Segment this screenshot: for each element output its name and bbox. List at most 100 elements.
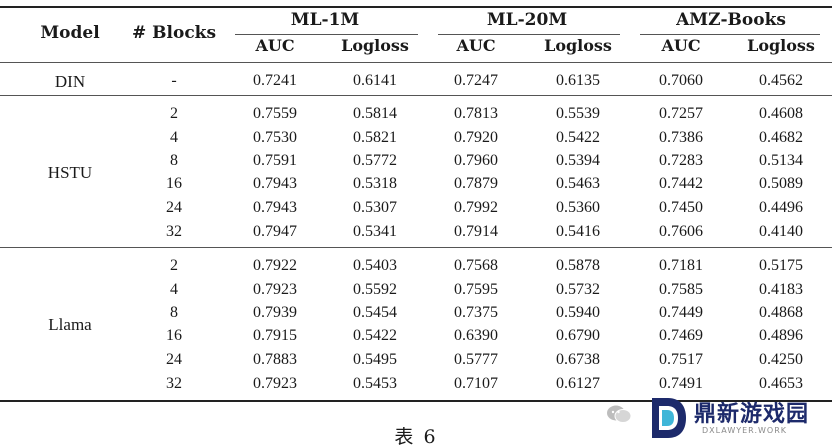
value-cell: 0.7606 [659,223,703,240]
blocks-cell: 2 [170,105,178,122]
value-cell: 0.7883 [253,351,297,368]
value-cell: 0.7469 [659,327,703,344]
blocks-cell: 4 [170,281,178,298]
watermark: 鼎新游戏园 DXLAWYER.WORK [606,394,828,444]
value-cell: 0.7060 [659,72,703,89]
value-cell: 0.5134 [759,152,803,169]
value-cell: 0.5772 [353,152,397,169]
value-cell: 0.7922 [253,257,297,274]
value-cell: 0.6127 [556,375,600,392]
blocks-cell: 4 [170,129,178,146]
value-cell: 0.5821 [353,129,397,146]
dataset-underline [640,34,820,35]
value-cell: 0.6738 [556,351,600,368]
value-cell: 0.6141 [353,72,397,89]
blocks-cell: 8 [170,304,178,321]
blocks-cell: 2 [170,257,178,274]
value-cell: 0.7923 [253,281,297,298]
value-cell: 0.7530 [253,129,297,146]
value-cell: 0.7923 [253,375,297,392]
value-cell: 0.7283 [659,152,703,169]
value-cell: 0.7879 [454,175,498,192]
header-dataset: ML-1M [290,10,360,30]
value-cell: 0.4682 [759,129,803,146]
value-cell: 0.5422 [556,129,600,146]
header-metric: AUC [255,36,295,55]
value-cell: 0.4896 [759,327,803,344]
top-rule [0,6,832,8]
value-cell: 0.4653 [759,375,803,392]
value-cell: 0.7241 [253,72,297,89]
dx-logo-icon [652,398,686,438]
value-cell: 0.7960 [454,152,498,169]
value-cell: 0.7181 [659,257,703,274]
group-separator [0,247,832,248]
model-name: Llama [48,315,92,334]
value-cell: 0.7992 [454,199,498,216]
watermark-domain: DXLAWYER.WORK [702,426,787,435]
model-name: DIN [54,72,86,91]
value-cell: 0.7247 [454,72,498,89]
value-cell: 0.4608 [759,105,803,122]
value-cell: 0.6790 [556,327,600,344]
model-name: HSTU [47,163,93,182]
value-cell: 0.4496 [759,199,803,216]
header-dataset: ML-20M [486,10,568,30]
value-cell: 0.4250 [759,351,803,368]
value-cell: 0.7257 [659,105,703,122]
value-cell: 0.7375 [454,304,498,321]
value-cell: 0.7914 [454,223,498,240]
value-cell: 0.5422 [353,327,397,344]
value-cell: 0.5454 [353,304,397,321]
value-cell: 0.5360 [556,199,600,216]
blocks-cell: 8 [170,152,178,169]
value-cell: 0.7585 [659,281,703,298]
value-cell: 0.4868 [759,304,803,321]
group-separator [0,95,832,96]
value-cell: 0.7813 [454,105,498,122]
value-cell: 0.5394 [556,152,600,169]
value-cell: 0.7568 [454,257,498,274]
header-metric: AUC [456,36,496,55]
value-cell: 0.7386 [659,129,703,146]
header-metric: Logloss [544,36,612,55]
value-cell: 0.5463 [556,175,600,192]
value-cell: 0.7450 [659,199,703,216]
header-metric: AUC [661,36,701,55]
value-cell: 0.7947 [253,223,297,240]
header-metric: Logloss [341,36,409,55]
blocks-cell: 16 [166,327,182,344]
value-cell: 0.6135 [556,72,600,89]
blocks-cell: 16 [166,175,182,192]
bottom-rule [0,400,832,402]
value-cell: 0.7517 [659,351,703,368]
value-cell: 0.7915 [253,327,297,344]
value-cell: 0.7595 [454,281,498,298]
value-cell: 0.5777 [454,351,498,368]
value-cell: 0.5341 [353,223,397,240]
value-cell: 0.7920 [454,129,498,146]
header-rule [0,62,832,63]
value-cell: 0.6390 [454,327,498,344]
blocks-cell: 24 [166,199,182,216]
blocks-cell: 32 [166,375,182,392]
value-cell: 0.5878 [556,257,600,274]
value-cell: 0.7449 [659,304,703,321]
value-cell: 0.7943 [253,199,297,216]
value-cell: 0.7591 [253,152,297,169]
value-cell: 0.7559 [253,105,297,122]
value-cell: 0.7491 [659,375,703,392]
dataset-underline [235,34,418,35]
value-cell: 0.5940 [556,304,600,321]
value-cell: 0.5175 [759,257,803,274]
value-cell: 0.5416 [556,223,600,240]
dataset-underline [438,34,620,35]
value-cell: 0.7943 [253,175,297,192]
value-cell: 0.4562 [759,72,803,89]
value-cell: 0.5732 [556,281,600,298]
watermark-name: 鼎新游戏园 [694,402,810,427]
value-cell: 0.7442 [659,175,703,192]
value-cell: 0.5403 [353,257,397,274]
header-metric: Logloss [747,36,815,55]
value-cell: 0.5318 [353,175,397,192]
